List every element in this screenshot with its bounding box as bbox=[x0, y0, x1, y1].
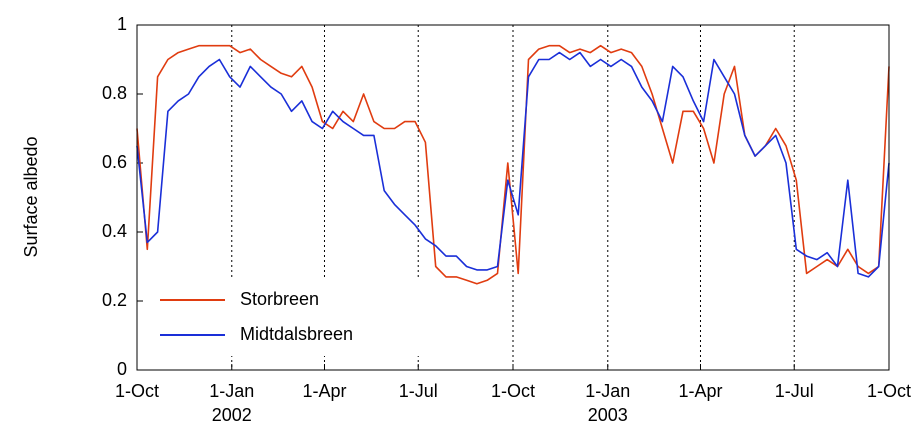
legend-label: Midtdalsbreen bbox=[240, 324, 353, 344]
plot-frame bbox=[136, 24, 890, 371]
series-line bbox=[136, 51, 890, 278]
legend-background bbox=[150, 278, 420, 356]
x-tick-label: 1-Oct bbox=[491, 381, 535, 401]
x-tick-label: 1-Oct bbox=[115, 381, 159, 401]
x-year-label: 2003 bbox=[588, 405, 628, 425]
y-tick-label: 0 bbox=[117, 359, 127, 379]
y-tick-label: 0.6 bbox=[102, 152, 127, 172]
x-tick-label: 1-Apr bbox=[678, 381, 722, 401]
x-tick-label: 1-Apr bbox=[302, 381, 346, 401]
x-tick-label: 1-Jul bbox=[775, 381, 814, 401]
y-tick-label: 1 bbox=[117, 14, 127, 34]
y-tick-label: 0.4 bbox=[102, 221, 127, 241]
x-tick-label: 1-Jul bbox=[399, 381, 438, 401]
y-tick-label: 0.8 bbox=[102, 83, 127, 103]
y-tick-label: 0.2 bbox=[102, 290, 127, 310]
legend-label: Storbreen bbox=[240, 289, 319, 309]
x-tick-label: 1-Jan bbox=[209, 381, 254, 401]
x-tick-label: 1-Jan bbox=[585, 381, 630, 401]
x-tick-label: 1-Oct bbox=[867, 381, 911, 401]
y-axis-label: Surface albedo bbox=[21, 136, 41, 257]
x-year-label: 2002 bbox=[212, 405, 252, 425]
